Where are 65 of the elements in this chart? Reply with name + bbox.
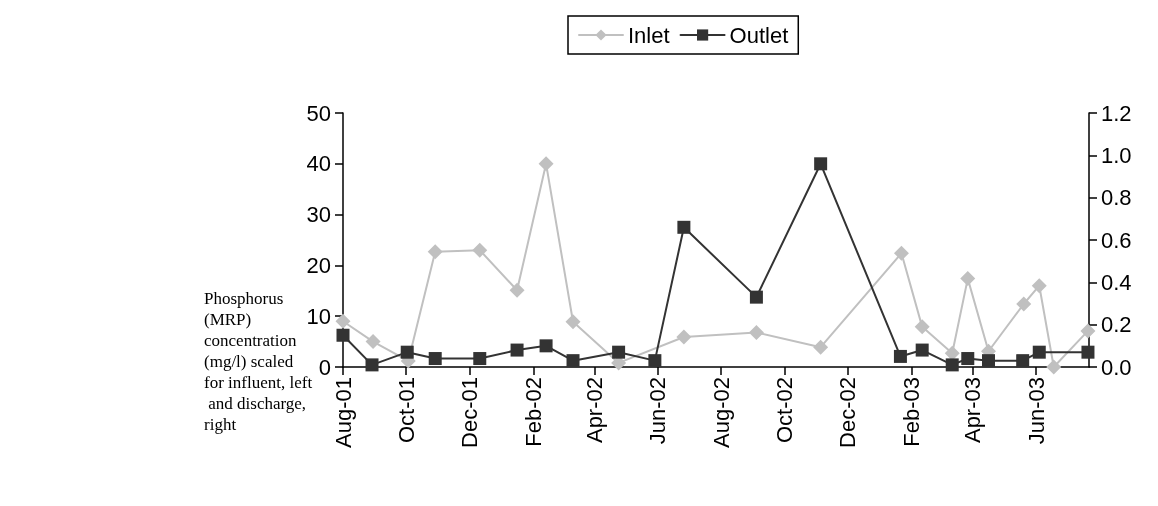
x-tick-label: Aug-01	[330, 377, 356, 448]
point	[1016, 296, 1032, 312]
y2-tick-label: 0.2	[1101, 312, 1132, 338]
x-tick-label: Jun-02	[645, 377, 671, 445]
point	[612, 345, 626, 359]
point	[473, 352, 487, 366]
point	[539, 339, 553, 353]
point	[944, 345, 960, 361]
point	[893, 349, 907, 363]
point	[961, 352, 975, 366]
point	[914, 319, 930, 335]
point	[1031, 278, 1047, 294]
y2-tick-label: 1.2	[1101, 100, 1132, 126]
point	[365, 358, 379, 372]
y-tick-label: 50	[306, 100, 331, 126]
y-tick-label: 20	[306, 252, 331, 278]
x-tick-label: Oct-02	[771, 377, 797, 444]
y-tick-label: 30	[306, 202, 331, 228]
point	[538, 156, 554, 172]
x-tick-label: Dec-01	[456, 377, 482, 448]
x-tick-label: Apr-02	[582, 377, 608, 444]
point	[749, 290, 763, 304]
point	[814, 157, 828, 171]
point	[335, 313, 351, 329]
point	[748, 324, 764, 340]
x-tick-label: Dec-02	[835, 377, 861, 448]
y2-tick-label: 0.8	[1101, 185, 1132, 211]
x-tick-label: Apr-03	[960, 377, 986, 444]
point	[565, 314, 581, 330]
point	[1016, 354, 1030, 368]
x-tick-label: Oct-01	[393, 377, 419, 444]
point	[1080, 323, 1096, 339]
point	[945, 358, 959, 372]
point	[566, 354, 580, 368]
x-tick-label: Feb-03	[899, 377, 925, 447]
point	[509, 282, 525, 298]
point	[676, 329, 692, 345]
point	[1081, 345, 1095, 359]
point	[960, 271, 976, 287]
y2-tick-label: 0.0	[1101, 354, 1132, 380]
point	[1046, 359, 1062, 375]
x-tick-label: Jun-03	[1023, 377, 1049, 445]
point	[648, 354, 662, 368]
y2-tick-label: 1.0	[1101, 142, 1132, 168]
point	[1032, 345, 1046, 359]
point	[428, 352, 442, 366]
point	[336, 328, 350, 342]
point	[677, 220, 691, 234]
point	[427, 244, 443, 260]
legend-label: Inlet	[628, 22, 670, 48]
x-tick-label: Feb-02	[521, 377, 547, 447]
point	[510, 343, 524, 357]
point	[400, 345, 414, 359]
x-tick-label: Aug-02	[708, 377, 734, 448]
y-tick-label: 40	[306, 151, 331, 177]
legend-label: Outlet	[729, 22, 789, 48]
point	[893, 245, 909, 261]
y2-tick-label: 0.4	[1101, 269, 1132, 295]
point	[982, 354, 995, 368]
point	[472, 242, 488, 258]
point	[813, 339, 829, 355]
y2-tick-label: 0.6	[1101, 227, 1132, 253]
point	[365, 334, 381, 350]
point	[915, 343, 929, 357]
y-tick-label: 0	[318, 354, 331, 380]
